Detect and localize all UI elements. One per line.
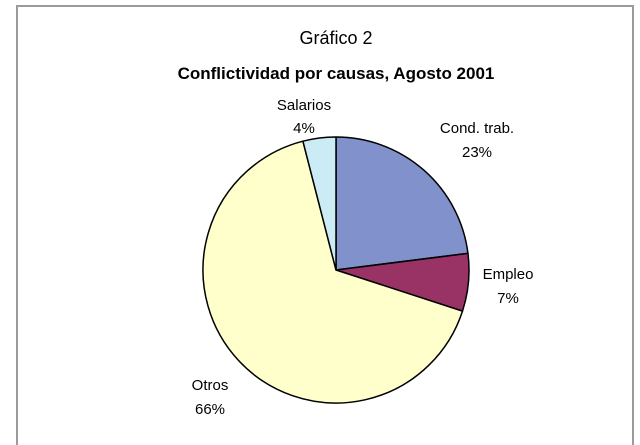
chart-frame [16,5,634,445]
pie-slice-otros [202,140,464,404]
pie-slice-salarios [302,136,337,271]
pie-labels: Cond. trab. 23% Empleo 7% Otros 66% Salarios 4% [192,97,534,418]
pie-slices [202,136,470,404]
slice-label-salarios: Salarios [277,97,331,114]
slice-label-empleo: Empleo [483,266,534,283]
pie-slice-cond-trab [335,136,469,271]
slice-label-otros: Otros [192,377,229,394]
pie-chart: Gráfico 2 Conflictividad por causas, Ago… [178,28,534,418]
slice-value-empleo: 7% [497,290,519,307]
slice-value-cond-trab: 23% [462,144,492,161]
slice-label-cond-trab: Cond. trab. [440,120,514,137]
chart-subtitle: Conflictividad por causas, Agosto 2001 [178,64,495,83]
chart-title: Gráfico 2 [299,28,372,48]
slice-value-otros: 66% [195,401,225,418]
slice-value-salarios: 4% [293,120,315,137]
